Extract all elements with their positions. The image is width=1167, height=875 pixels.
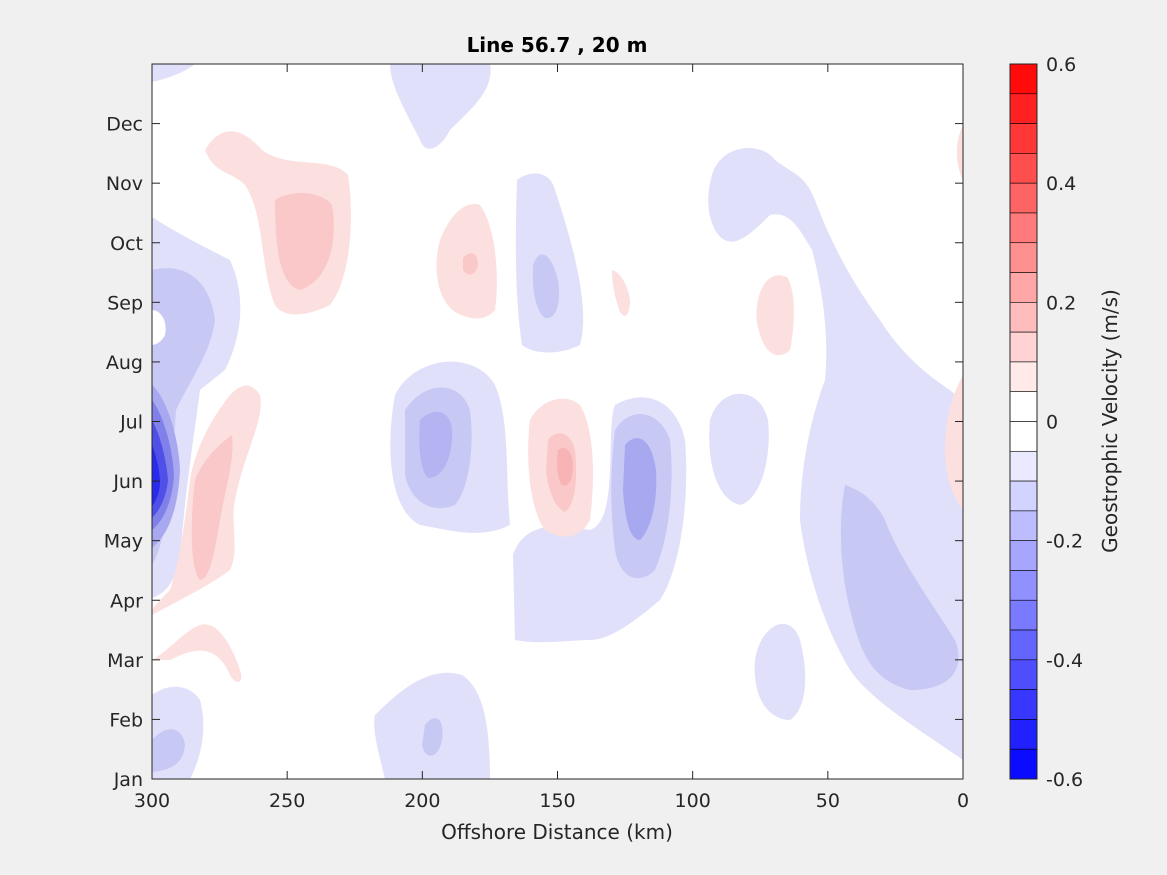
contour-positive-183km-level-2 (463, 253, 478, 275)
contour-positive-70km (756, 275, 794, 356)
colorbar-segment (1009, 540, 1038, 571)
colorbar-segment (1009, 63, 1038, 95)
contour-negative-200km-level-3 (419, 411, 453, 478)
colorbar-tick-label: 0.2 (1046, 292, 1076, 314)
x-axis-ticks: 300 250 200 150 100 50 0 (134, 64, 969, 812)
colorbar-tick-label: 0 (1046, 412, 1058, 434)
colorbar-segment (1009, 480, 1038, 512)
colorbar-tick-label: 0.6 (1046, 54, 1076, 76)
y-tick-label: Oct (110, 233, 143, 255)
colorbar-segment (1009, 153, 1038, 184)
contour-negative-157km-level-2 (532, 254, 560, 319)
x-tick-label: 100 (675, 790, 711, 812)
colorbar-segment (1009, 629, 1038, 661)
y-tick-label: Nov (106, 173, 143, 195)
x-tick-label: 250 (269, 790, 305, 812)
colorbar-segment (1009, 659, 1038, 690)
y-tick-label: Sep (107, 292, 143, 314)
colorbar-segment (1009, 361, 1038, 393)
contour-positive-coast-nov (956, 125, 963, 182)
contour-positive-275km-level-1b (152, 624, 242, 682)
colorbar-label: Geostrophic Velocity (m/s) (1098, 289, 1122, 553)
colorbar-segment (1009, 719, 1038, 750)
x-tick-label: 50 (816, 790, 840, 812)
contour-positive-130km (612, 270, 630, 316)
x-tick-label: 150 (539, 790, 575, 812)
y-tick-label: Mar (107, 650, 143, 672)
colorbar-segment (1009, 450, 1038, 482)
contour-positive-150km-level-3 (557, 447, 573, 486)
y-tick-label: Aug (106, 352, 143, 374)
contour-negative-120km-level-3 (623, 438, 657, 540)
contour-negative-coast-level-2 (840, 485, 959, 690)
colorbar-segment (1009, 123, 1038, 154)
colorbar-border (1009, 63, 1038, 780)
contour-negative-level-6 (152, 445, 160, 506)
colorbar: 0.6 0.4 0.2 0 -0.2 -0.4 -0.6 (1009, 54, 1083, 791)
colorbar-segment (1009, 93, 1038, 124)
colorbar-segment (1009, 748, 1038, 780)
contour-negative-level-small (188, 304, 208, 350)
plot-area: 300 250 200 150 100 50 0 Jan Feb Mar Apr May Jun Jul… (104, 63, 969, 812)
contour-negative-jan-core (152, 729, 185, 772)
colorbar-segment (1009, 272, 1038, 303)
colorbar-segment (1009, 212, 1038, 244)
contour-positive-275km-level-2 (191, 435, 233, 580)
x-tick-label: 300 (134, 790, 170, 812)
x-axis-label: Offshore Distance (km) (441, 820, 673, 844)
colorbar-segment (1009, 331, 1038, 363)
y-tick-label: Jan (113, 769, 143, 791)
colorbar-segment (1009, 689, 1038, 720)
colorbar-segment (1009, 510, 1038, 541)
colorbar-segment (1009, 599, 1038, 631)
contour-fills (152, 64, 963, 779)
chart-title: Line 56.7 , 20 m (467, 33, 648, 57)
contour-positive-coast-jun (945, 375, 963, 510)
y-tick-label: Jul (119, 412, 143, 434)
contour-negative-65km (754, 623, 806, 720)
y-tick-label: Dec (106, 114, 143, 136)
y-tick-label: Jun (112, 471, 143, 493)
colorbar-segment (1009, 302, 1038, 333)
colorbar-segment (1009, 182, 1038, 214)
colorbar-tick-label: -0.2 (1046, 531, 1083, 553)
colorbar-segment (1009, 391, 1038, 422)
colorbar-tick-label: 0.4 (1046, 173, 1076, 195)
colorbar-tick-label: -0.4 (1046, 650, 1083, 672)
colorbar-tick-label: -0.6 (1046, 769, 1083, 791)
colorbar-segment (1009, 570, 1038, 601)
contour-negative-jan-200km-core (422, 718, 443, 756)
contour-negative-dec-left (152, 64, 195, 82)
y-tick-label: Feb (109, 709, 143, 731)
x-tick-label: 0 (957, 790, 969, 812)
colorbar-segment (1009, 421, 1038, 452)
y-axis-ticks: Jan Feb Mar Apr May Jun Jul Aug Sep Oct Nov Dec (104, 114, 963, 791)
colorbar-segment (1009, 242, 1038, 273)
contour-zero-gap (152, 310, 166, 345)
y-tick-label: Apr (110, 590, 143, 612)
x-tick-label: 200 (404, 790, 440, 812)
contour-negative-85km (709, 393, 769, 505)
contour-positive-250km-level-2 (275, 193, 334, 290)
contour-negative-dec-top (390, 64, 491, 149)
y-tick-label: May (104, 531, 143, 553)
